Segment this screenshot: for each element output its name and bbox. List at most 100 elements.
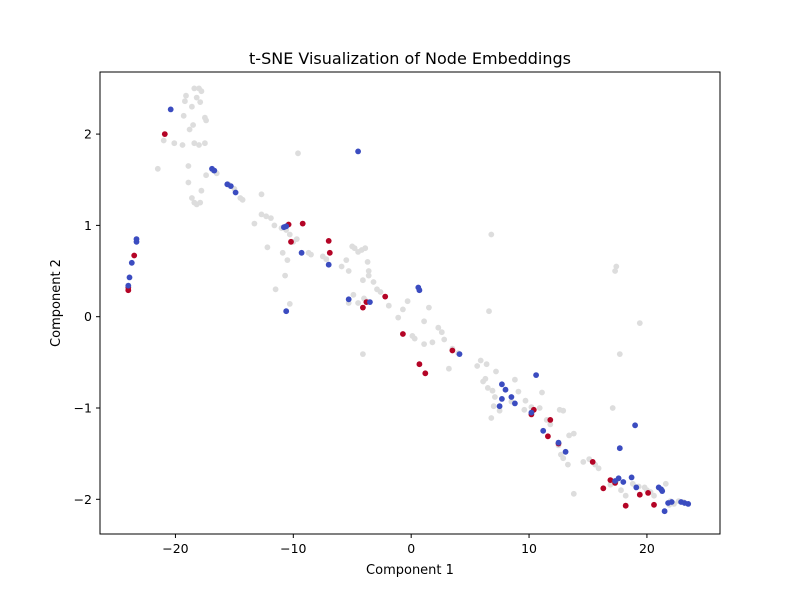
data-point-gray-34	[258, 191, 265, 198]
data-point-gray-78	[395, 314, 402, 321]
data-point-gray-42	[286, 231, 293, 238]
data-point-gray-93	[474, 363, 481, 369]
data-point-gray-14	[196, 142, 202, 148]
data-point-red-18	[545, 433, 551, 440]
data-point-gray-124	[565, 461, 571, 468]
data-point-gray-133	[636, 320, 643, 326]
x-axis-label: Component 1	[366, 563, 454, 578]
y-tick-label: 1	[84, 218, 92, 233]
data-point-gray-138	[622, 492, 629, 499]
data-point-gray-63	[362, 245, 369, 252]
data-point-gray-65	[365, 268, 372, 274]
data-point-blue-37	[628, 474, 635, 481]
data-point-gray-111	[522, 397, 529, 404]
data-point-red-27	[645, 490, 651, 496]
data-point-gray-103	[492, 394, 498, 400]
data-point-gray-76	[360, 351, 366, 357]
data-point-gray-66	[365, 272, 372, 279]
data-point-gray-48	[295, 150, 301, 157]
data-point-gray-87	[435, 324, 442, 331]
data-point-red-2	[131, 252, 138, 259]
x-axis-ticks: −20 −10 0 10 20	[162, 534, 655, 556]
data-point-gray-44	[293, 236, 300, 243]
data-point-red-10	[360, 304, 366, 311]
data-point-gray-47	[284, 257, 291, 263]
data-point-gray-53	[308, 251, 314, 258]
data-point-red-13	[416, 361, 423, 368]
data-point-gray-104	[490, 403, 497, 410]
data-point-gray-17	[171, 140, 178, 147]
data-point-gray-129	[595, 465, 602, 472]
x-tick-label: 0	[407, 541, 415, 556]
data-point-red-28	[651, 501, 657, 508]
data-point-gray-139	[629, 480, 636, 487]
data-point-gray-96	[486, 308, 492, 315]
data-point-gray-3	[193, 94, 200, 101]
data-point-red-15	[449, 347, 456, 354]
data-point-blue-38	[632, 422, 638, 429]
data-point-red-12	[400, 331, 406, 337]
x-tick-label: −20	[162, 541, 188, 556]
x-tick-label: 10	[521, 541, 537, 556]
data-point-gray-16	[179, 142, 186, 148]
data-point-gray-35	[258, 211, 265, 218]
data-point-gray-9	[190, 122, 197, 128]
data-point-gray-11	[203, 117, 210, 124]
data-point-gray-97	[488, 231, 495, 238]
data-point-gray-2	[198, 88, 205, 95]
data-point-blue-4	[133, 236, 140, 243]
data-point-gray-132	[616, 351, 623, 357]
data-point-gray-73	[350, 291, 357, 298]
data-point-gray-15	[191, 140, 198, 147]
x-tick-label: −10	[280, 541, 306, 556]
data-point-gray-109	[515, 388, 522, 395]
data-point-blue-32	[562, 448, 569, 455]
data-point-gray-37	[268, 215, 274, 222]
data-point-gray-5	[183, 92, 189, 99]
data-point-gray-70	[377, 289, 384, 295]
data-point-gray-121	[560, 455, 567, 462]
data-point-gray-21	[185, 179, 192, 186]
data-point-gray-7	[189, 103, 195, 110]
data-point-gray-49	[272, 286, 279, 293]
data-point-gray-110	[521, 406, 528, 413]
data-point-blue-48	[685, 501, 692, 507]
data-point-blue-12	[283, 223, 290, 230]
data-point-gray-13	[202, 140, 208, 147]
data-point-gray-118	[560, 407, 567, 414]
data-point-gray-55	[323, 256, 330, 263]
data-point-red-11	[382, 293, 389, 300]
data-point-red-21	[589, 459, 596, 465]
data-point-gray-105	[488, 415, 495, 421]
data-point-blue-22	[499, 381, 505, 388]
data-point-gray-95	[483, 361, 490, 368]
data-point-gray-88	[438, 329, 445, 336]
y-tick-label: 2	[84, 127, 92, 142]
data-point-gray-20	[185, 163, 192, 169]
data-point-blue-21	[456, 351, 463, 357]
data-point-gray-58	[345, 268, 352, 274]
data-point-gray-94	[477, 357, 484, 364]
data-point-gray-135	[607, 481, 614, 488]
data-point-blue-34	[615, 475, 622, 482]
data-point-red-22	[600, 485, 607, 492]
data-point-gray-27	[203, 172, 210, 179]
data-point-gray-113	[536, 405, 543, 411]
data-point-blue-14	[298, 249, 305, 256]
data-point-gray-45	[264, 244, 271, 251]
data-point-gray-68	[370, 279, 377, 285]
data-point-gray-86	[429, 339, 436, 346]
data-point-gray-50	[282, 272, 288, 279]
data-point-blue-1	[126, 274, 133, 281]
data-point-blue-20	[416, 287, 423, 294]
data-point-gray-116	[547, 421, 554, 428]
data-point-blue-9	[227, 183, 234, 190]
data-point-blue-45	[668, 499, 675, 505]
data-point-blue-7	[211, 167, 218, 174]
data-point-gray-102	[489, 387, 496, 394]
data-point-gray-56	[338, 263, 345, 270]
data-point-blue-43	[661, 508, 668, 515]
data-point-gray-18	[160, 137, 167, 144]
data-point-gray-38	[251, 220, 258, 227]
data-point-red-25	[622, 502, 629, 509]
